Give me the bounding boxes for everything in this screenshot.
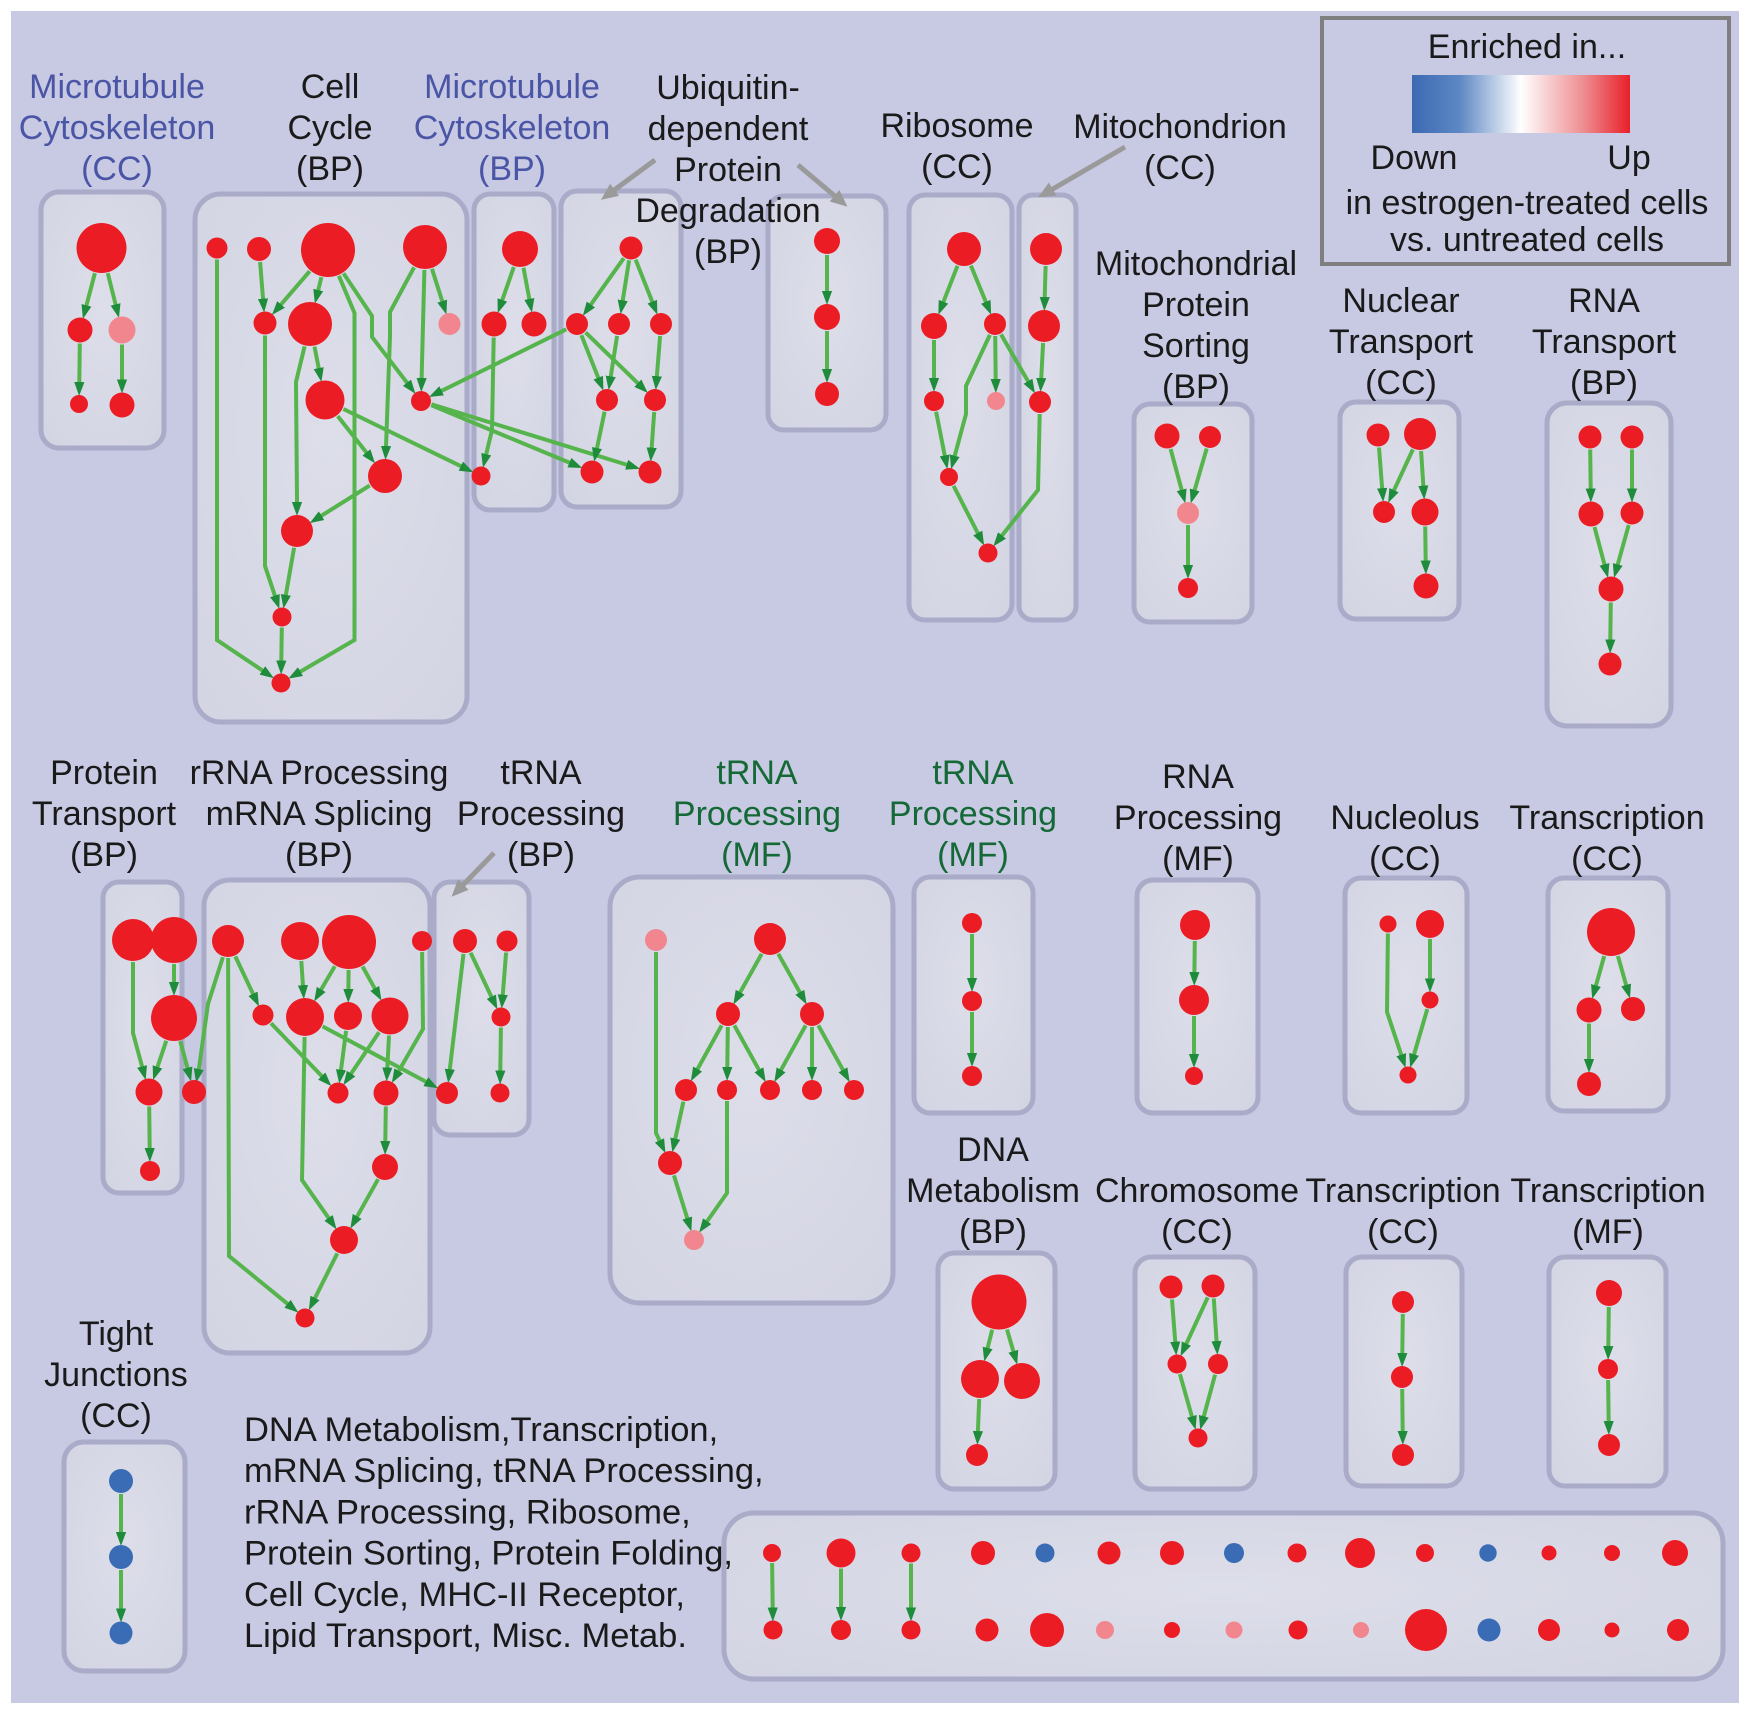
svg-text:(CC): (CC) bbox=[1369, 840, 1441, 878]
svg-text:rRNA Processing: rRNA Processing bbox=[190, 754, 449, 792]
svg-text:(MF): (MF) bbox=[937, 836, 1009, 874]
svg-text:(MF): (MF) bbox=[1572, 1213, 1644, 1251]
svg-text:Cytoskeleton: Cytoskeleton bbox=[19, 109, 216, 147]
svg-text:Tight: Tight bbox=[79, 1315, 154, 1353]
svg-text:(BP): (BP) bbox=[296, 150, 364, 188]
svg-text:dependent: dependent bbox=[648, 110, 809, 148]
svg-text:Cell Cycle, MHC-II Receptor,: Cell Cycle, MHC-II Receptor, bbox=[244, 1576, 685, 1614]
svg-text:Ubiquitin-: Ubiquitin- bbox=[656, 69, 800, 107]
svg-text:RNA: RNA bbox=[1162, 758, 1234, 796]
svg-text:Nucleolus: Nucleolus bbox=[1330, 799, 1479, 837]
svg-text:Transport: Transport bbox=[32, 795, 177, 833]
svg-text:(BP): (BP) bbox=[285, 836, 353, 874]
svg-text:(CC): (CC) bbox=[921, 148, 993, 186]
svg-text:Junctions: Junctions bbox=[44, 1356, 188, 1394]
svg-text:(BP): (BP) bbox=[1162, 368, 1230, 406]
svg-text:(BP): (BP) bbox=[959, 1213, 1027, 1251]
svg-text:Lipid Transport, Misc. Metab.: Lipid Transport, Misc. Metab. bbox=[244, 1617, 687, 1655]
svg-text:(MF): (MF) bbox=[721, 836, 793, 874]
svg-text:(MF): (MF) bbox=[1162, 840, 1234, 878]
svg-text:Sorting: Sorting bbox=[1142, 327, 1250, 365]
svg-text:Metabolism: Metabolism bbox=[906, 1172, 1080, 1210]
svg-text:(BP): (BP) bbox=[694, 233, 762, 271]
svg-text:Transcription: Transcription bbox=[1509, 799, 1704, 837]
svg-text:Processing: Processing bbox=[457, 795, 625, 833]
svg-text:DNA Metabolism,Transcription,: DNA Metabolism,Transcription, bbox=[244, 1411, 718, 1449]
svg-text:Protein: Protein bbox=[50, 754, 158, 792]
svg-text:in estrogen-treated cells: in estrogen-treated cells bbox=[1346, 184, 1709, 222]
svg-text:Cytoskeleton: Cytoskeleton bbox=[414, 109, 611, 147]
svg-text:Chromosome: Chromosome bbox=[1095, 1172, 1299, 1210]
svg-text:(CC): (CC) bbox=[81, 150, 153, 188]
svg-text:Nuclear: Nuclear bbox=[1342, 282, 1459, 320]
svg-text:tRNA: tRNA bbox=[716, 754, 798, 792]
svg-text:rRNA Processing, Ribosome,: rRNA Processing, Ribosome, bbox=[244, 1493, 691, 1531]
svg-text:(CC): (CC) bbox=[1365, 364, 1437, 402]
svg-text:Transport: Transport bbox=[1532, 323, 1677, 361]
svg-text:(BP): (BP) bbox=[507, 836, 575, 874]
svg-text:Cycle: Cycle bbox=[287, 109, 372, 147]
svg-text:(CC): (CC) bbox=[1144, 149, 1216, 187]
svg-text:RNA: RNA bbox=[1568, 282, 1640, 320]
svg-text:(BP): (BP) bbox=[70, 836, 138, 874]
svg-text:vs. untreated cells: vs. untreated cells bbox=[1390, 221, 1664, 259]
svg-text:Microtubule: Microtubule bbox=[29, 68, 205, 106]
svg-text:Protein: Protein bbox=[1142, 286, 1250, 324]
svg-text:mRNA Splicing, tRNA Processing: mRNA Splicing, tRNA Processing, bbox=[244, 1452, 764, 1490]
svg-text:tRNA: tRNA bbox=[932, 754, 1014, 792]
svg-text:Mitochondrion: Mitochondrion bbox=[1073, 108, 1287, 146]
svg-text:Down: Down bbox=[1371, 139, 1458, 177]
svg-text:Cell: Cell bbox=[301, 68, 360, 106]
svg-text:(CC): (CC) bbox=[80, 1397, 152, 1435]
svg-text:Ribosome: Ribosome bbox=[880, 107, 1033, 145]
svg-text:(CC): (CC) bbox=[1367, 1213, 1439, 1251]
svg-text:mRNA Splicing: mRNA Splicing bbox=[206, 795, 433, 833]
svg-text:Processing: Processing bbox=[889, 795, 1057, 833]
svg-text:Processing: Processing bbox=[673, 795, 841, 833]
svg-text:Microtubule: Microtubule bbox=[424, 68, 600, 106]
svg-text:Protein Sorting, Protein Foldi: Protein Sorting, Protein Folding, bbox=[244, 1535, 733, 1573]
svg-text:Transport: Transport bbox=[1329, 323, 1474, 361]
svg-text:Enriched in...: Enriched in... bbox=[1428, 28, 1626, 66]
svg-text:Protein: Protein bbox=[674, 151, 782, 189]
svg-text:DNA: DNA bbox=[957, 1131, 1029, 1169]
svg-text:(CC): (CC) bbox=[1161, 1213, 1233, 1251]
svg-text:Up: Up bbox=[1607, 139, 1650, 177]
svg-text:tRNA: tRNA bbox=[500, 754, 582, 792]
svg-text:Transcription: Transcription bbox=[1510, 1172, 1705, 1210]
svg-text:(BP): (BP) bbox=[1570, 364, 1638, 402]
svg-text:(BP): (BP) bbox=[478, 150, 546, 188]
svg-text:Degradation: Degradation bbox=[635, 192, 820, 230]
svg-text:Transcription: Transcription bbox=[1305, 1172, 1500, 1210]
svg-text:Mitochondrial: Mitochondrial bbox=[1095, 245, 1297, 283]
svg-text:Processing: Processing bbox=[1114, 799, 1282, 837]
svg-text:(CC): (CC) bbox=[1571, 840, 1643, 878]
